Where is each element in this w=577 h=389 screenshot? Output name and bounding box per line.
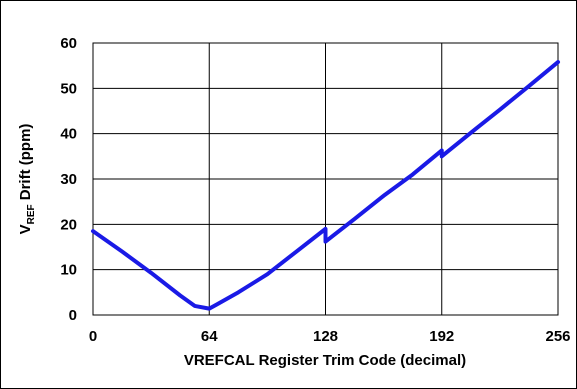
plot-area [92,42,559,316]
x-tick-label: 128 [313,328,338,345]
y-axis-label-rest: Drift (ppm) [17,124,34,205]
x-tick-labels: 0 64 128 192 256 [89,328,571,345]
y-tick-labels: 0 10 20 30 40 50 60 [60,35,77,324]
x-tick-label: 64 [201,328,218,345]
series-lines [91,60,560,311]
y-tick-label: 0 [69,307,77,324]
x-tick-label: 0 [89,328,97,345]
y-tick-label: 20 [60,216,77,233]
y-axis-label: VREF Drift (ppm) [17,124,37,235]
x-tick-label: 256 [545,328,570,345]
y-tick-label: 40 [60,126,77,143]
y-axis-label-subscript: REF [26,204,37,224]
y-tick-label: 30 [60,171,77,188]
x-axis-label: VREFCAL Register Trim Code (decimal) [184,352,466,369]
y-tick-label: 50 [60,80,77,97]
y-tick-label: 10 [60,262,77,279]
x-tick-label: 192 [429,328,454,345]
series-line-0 [91,60,560,311]
y-tick-label: 60 [60,35,77,52]
y-axis-label-main: V [17,224,34,234]
